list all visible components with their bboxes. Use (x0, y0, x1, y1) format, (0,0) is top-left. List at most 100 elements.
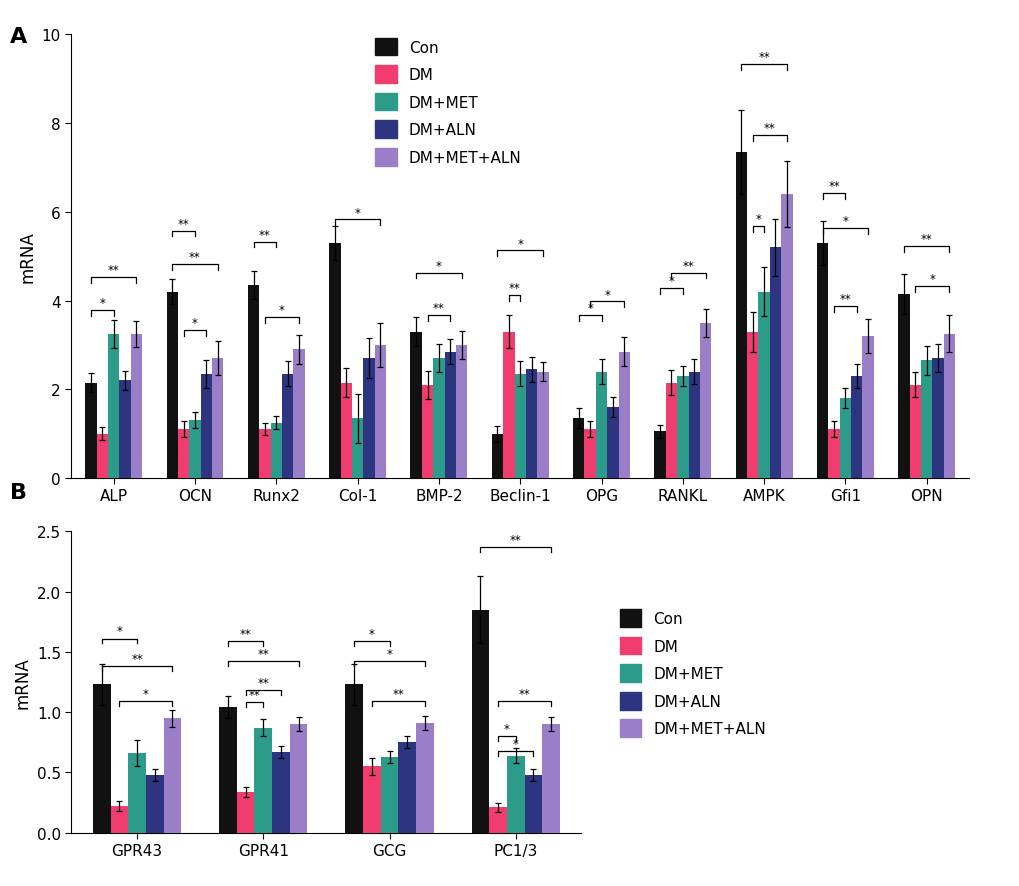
Text: *: * (928, 273, 934, 285)
Bar (502, 332, 514, 478)
Text: *: * (99, 297, 105, 310)
Text: *: * (667, 275, 674, 288)
Text: **: ** (259, 229, 270, 241)
Text: *: * (435, 260, 441, 273)
Bar (584, 430, 595, 478)
Bar (108, 334, 119, 478)
Bar (506, 756, 524, 833)
Text: *: * (386, 648, 392, 661)
Bar (270, 423, 281, 478)
Text: **: ** (763, 122, 774, 136)
Bar (363, 359, 374, 478)
Bar (839, 399, 850, 478)
Bar (281, 374, 293, 478)
Text: **: ** (108, 264, 119, 276)
Text: **: ** (257, 648, 269, 661)
Bar (329, 244, 340, 478)
Text: **: ** (177, 217, 190, 230)
Text: **: ** (839, 292, 851, 306)
Bar (254, 728, 272, 833)
Bar (827, 430, 839, 478)
Bar (769, 248, 781, 478)
Bar (688, 372, 699, 478)
Bar (130, 334, 142, 478)
Text: **: ** (257, 677, 269, 689)
Bar (289, 725, 307, 833)
Bar (595, 372, 606, 478)
Bar (380, 757, 398, 833)
Y-axis label: mRNA: mRNA (13, 657, 32, 708)
Bar (248, 285, 259, 478)
Bar (931, 359, 943, 478)
Text: *: * (755, 213, 760, 226)
Bar (920, 361, 931, 478)
Bar (363, 766, 380, 833)
Text: *: * (513, 737, 519, 750)
Bar (618, 352, 630, 478)
Bar (272, 752, 289, 833)
Text: **: ** (189, 251, 201, 264)
Text: **: ** (239, 627, 252, 640)
Text: **: ** (433, 301, 444, 315)
Text: *: * (279, 304, 284, 317)
Bar (410, 332, 422, 478)
Text: *: * (355, 206, 360, 219)
Bar (201, 374, 212, 478)
Text: *: * (603, 288, 609, 301)
Bar (850, 377, 862, 478)
Bar (606, 408, 618, 478)
Bar (735, 152, 746, 478)
Bar (166, 292, 177, 478)
Bar (654, 431, 665, 478)
Bar (422, 385, 433, 478)
Text: **: ** (682, 260, 694, 273)
Bar (514, 374, 526, 478)
Text: *: * (116, 625, 122, 638)
Bar (110, 806, 128, 833)
Text: B: B (10, 483, 28, 503)
Text: **: ** (249, 688, 260, 702)
Bar (444, 352, 455, 478)
Text: **: ** (827, 180, 839, 193)
Bar (398, 742, 416, 833)
Bar (862, 337, 873, 478)
Bar (455, 346, 467, 478)
Text: *: * (369, 627, 374, 640)
Bar (190, 421, 201, 478)
Bar (489, 807, 506, 833)
Text: **: ** (519, 688, 530, 700)
Legend: Con, DM, DM+MET, DM+ALN, DM+MET+ALN: Con, DM, DM+MET, DM+ALN, DM+MET+ALN (619, 610, 765, 737)
Text: *: * (503, 722, 510, 735)
Bar (524, 775, 542, 833)
Bar (781, 195, 792, 478)
Bar (236, 792, 254, 833)
Bar (212, 359, 223, 478)
Bar (86, 383, 97, 478)
Y-axis label: mRNA: mRNA (18, 231, 36, 283)
Bar (352, 418, 363, 478)
Text: **: ** (392, 688, 404, 700)
Text: **: ** (510, 533, 521, 546)
Bar (943, 334, 954, 478)
Bar (416, 723, 433, 833)
Text: **: ** (131, 652, 143, 665)
Bar (665, 383, 677, 478)
Bar (340, 383, 352, 478)
Bar (699, 323, 710, 478)
Bar (573, 418, 584, 478)
Legend: Con, DM, DM+MET, DM+ALN, DM+MET+ALN: Con, DM, DM+MET, DM+ALN, DM+MET+ALN (375, 39, 521, 167)
Text: *: * (587, 301, 592, 315)
Text: **: ** (508, 282, 520, 294)
Bar (537, 372, 548, 478)
Text: A: A (10, 27, 28, 47)
Text: *: * (192, 317, 198, 330)
Text: **: ** (920, 233, 931, 246)
Bar (542, 725, 559, 833)
Bar (758, 292, 769, 478)
Text: *: * (517, 237, 523, 250)
Bar (146, 775, 163, 833)
Bar (293, 350, 305, 478)
Bar (97, 434, 108, 478)
Bar (93, 685, 110, 833)
Bar (746, 332, 758, 478)
